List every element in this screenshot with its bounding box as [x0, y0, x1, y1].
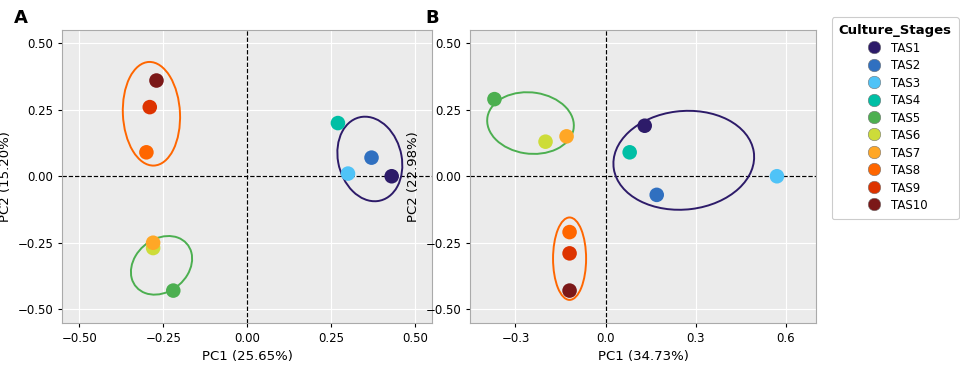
Point	[559, 134, 574, 140]
X-axis label: PC1 (25.65%): PC1 (25.65%)	[202, 350, 293, 363]
Point	[562, 251, 577, 257]
Point	[562, 229, 577, 235]
Point	[149, 78, 164, 84]
Point	[769, 173, 784, 179]
Point	[562, 288, 577, 294]
Point	[139, 149, 155, 155]
Point	[364, 154, 379, 160]
Legend: TAS1, TAS2, TAS3, TAS4, TAS5, TAS6, TAS7, TAS8, TAS9, TAS10: TAS1, TAS2, TAS3, TAS4, TAS5, TAS6, TAS7…	[831, 17, 959, 219]
Point	[649, 192, 664, 198]
Point	[166, 288, 181, 294]
Point	[146, 245, 161, 251]
Point	[487, 96, 502, 102]
Point	[622, 149, 637, 155]
Point	[330, 120, 346, 126]
Y-axis label: PC2 (15.20%): PC2 (15.20%)	[0, 131, 12, 222]
Point	[637, 123, 653, 129]
Text: B: B	[425, 9, 439, 27]
Point	[142, 104, 157, 110]
Point	[538, 139, 553, 145]
X-axis label: PC1 (34.73%): PC1 (34.73%)	[598, 350, 688, 363]
Y-axis label: PC2 (22.98%): PC2 (22.98%)	[407, 131, 420, 222]
Text: A: A	[14, 9, 28, 27]
Point	[384, 173, 399, 179]
Point	[340, 171, 355, 177]
Point	[146, 240, 161, 246]
